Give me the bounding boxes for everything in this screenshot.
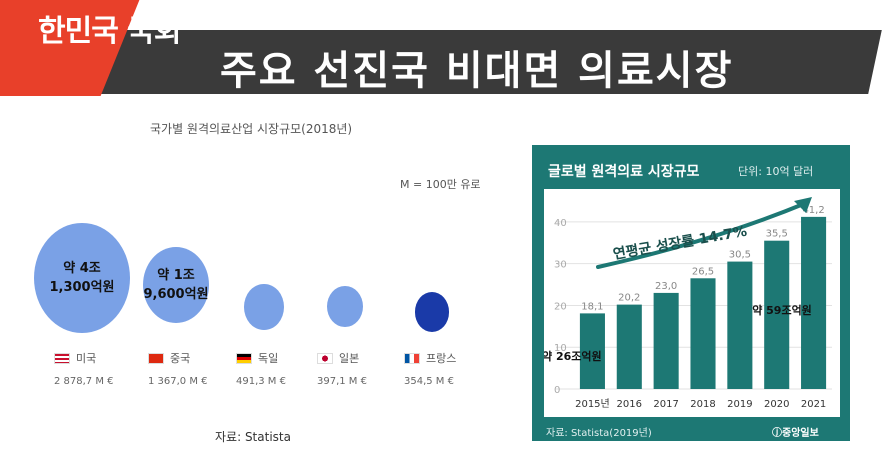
y-tick-label: 40 <box>554 218 567 229</box>
arrow-head <box>794 197 812 213</box>
country-label: 미국 <box>54 350 96 366</box>
fr-flag-icon <box>404 352 420 364</box>
bar-2017 <box>653 292 679 389</box>
bar-plot-area: 0 10 20 30 40 18,1 2015년 20,2 2016 23,0 2017 26,5 20… <box>542 189 840 417</box>
bar-value-label: 18,1 <box>581 301 603 312</box>
y-tick-label: 20 <box>554 301 567 312</box>
bar-2021 <box>801 216 827 389</box>
market-value: 491,3 M € <box>236 376 286 387</box>
bar-chart-svg: 0 10 20 30 40 18,1 2015년 20,2 2016 23,0 2017 26,5 20… <box>542 197 832 410</box>
country-label: 일본 <box>317 350 359 366</box>
logo-text: 한민국 국회 <box>38 14 181 49</box>
panel-unit: 단위: 10억 달러 <box>738 165 814 178</box>
bar-value-label: 23,0 <box>655 281 677 292</box>
country-name: 독일 <box>258 352 279 365</box>
market-value: 397,1 M € <box>317 376 367 387</box>
country-name: 중국 <box>170 352 191 365</box>
country-label: 독일 <box>236 350 278 366</box>
bubble-2: 약 1조 9,600억원 <box>142 246 210 324</box>
country-name: 미국 <box>76 352 97 365</box>
bar-value-label: 30,5 <box>729 250 751 261</box>
y-tick-label: 30 <box>554 260 567 271</box>
market-value: 2 878,7 M € <box>54 376 114 387</box>
bubble-3 <box>244 284 284 330</box>
growth-arrow <box>596 201 808 269</box>
bubble-1: 약 4조 1,300억원 <box>34 222 130 334</box>
market-value: 1 367,0 M € <box>148 376 208 387</box>
x-tick-label: 2017 <box>653 399 678 410</box>
panel-source: 자료: Statista(2019년) <box>546 428 652 439</box>
jp-flag-icon <box>317 352 333 364</box>
panel-header: 글로벌 원격의료 시장규모 단위: 10억 달러 <box>534 147 848 189</box>
header-banner: 한민국 국회 주요 선진국 비대면 의료시장 <box>0 0 889 96</box>
bubble-4 <box>327 286 363 328</box>
bubble-5 <box>415 292 449 332</box>
y-tick-label: 10 <box>554 343 567 354</box>
x-tick-label: 2021 <box>801 399 826 410</box>
bar-2019 <box>727 261 753 389</box>
page-title: 주요 선진국 비대면 의료시장 <box>220 48 734 94</box>
bar-value-label: 26,5 <box>692 266 714 277</box>
x-tick-label: 2015년 <box>575 398 610 410</box>
bar-2016 <box>616 304 642 389</box>
bubble-label: 약 4조 1,300억원 <box>49 260 115 295</box>
bar-value-label: 41,2 <box>802 205 824 216</box>
bar-2015년 <box>579 313 605 389</box>
panel-title: 글로벌 원격의료 시장규모 <box>548 164 700 180</box>
end-annotation: 약 59조억원 <box>752 303 812 317</box>
brand-logo: ⓙ중앙일보 <box>772 428 819 439</box>
left-chart-title: 국가별 원격의료산업 시장규모(2018년) <box>150 122 353 136</box>
cn-flag-icon <box>148 352 164 364</box>
y-tick-label: 0 <box>554 385 560 396</box>
unit-note: M = 100만 유로 <box>400 178 481 191</box>
market-value: 354,5 M € <box>404 376 454 387</box>
x-tick-label: 2016 <box>617 399 642 410</box>
left-chart-source: 자료: Statista <box>215 430 291 444</box>
x-tick-label: 2018 <box>690 399 715 410</box>
bar-value-label: 20,2 <box>618 293 640 304</box>
x-tick-label: 2020 <box>764 399 789 410</box>
start-annotation: 약 26조억원 <box>544 349 602 363</box>
country-name: 프랑스 <box>426 352 457 365</box>
country-label: 중국 <box>148 350 190 366</box>
global-market-panel: 글로벌 원격의료 시장규모 단위: 10억 달러 0 10 20 30 40 18,1 20… <box>532 145 850 441</box>
country-label: 프랑스 <box>404 350 456 366</box>
bubble-label: 약 1조 9,600억원 <box>143 267 209 302</box>
country-name: 일본 <box>339 352 360 365</box>
bar-value-label: 35,5 <box>766 229 788 240</box>
x-tick-label: 2019 <box>727 399 752 410</box>
bar-2020 <box>764 240 790 389</box>
de-flag-icon <box>236 352 252 364</box>
us-flag-icon <box>54 352 70 364</box>
bar-2018 <box>690 278 716 389</box>
